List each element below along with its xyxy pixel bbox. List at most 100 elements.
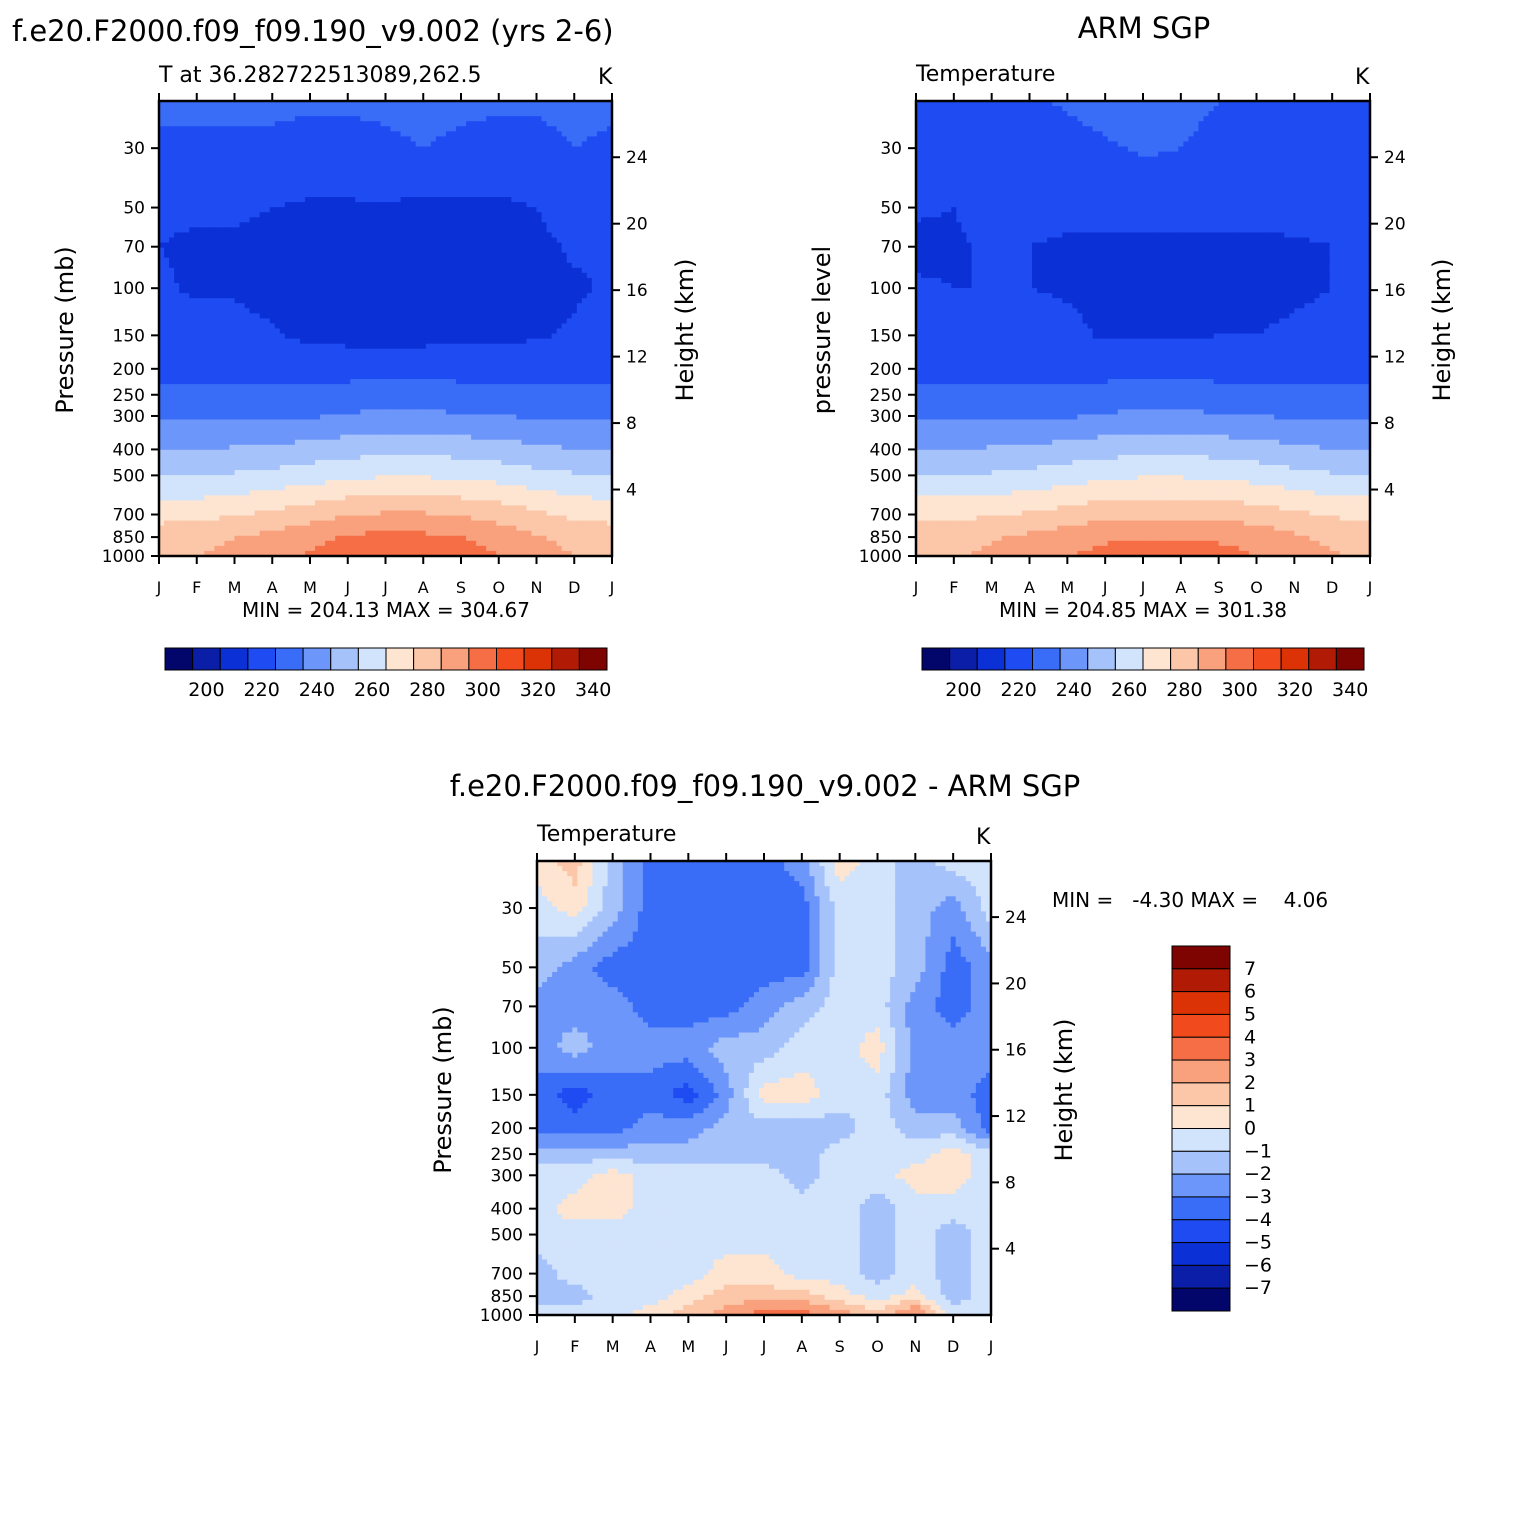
contour-cell [219,288,226,294]
contour-cell [269,293,276,299]
contour-cell [299,156,306,163]
contour-cell [365,288,371,294]
contour-cell [194,116,200,122]
contour-cell [259,136,266,143]
contour-cell [249,353,256,360]
contour-cell [506,151,512,158]
contour-cell [450,217,457,223]
contour-cell [310,252,316,259]
contour-cell [501,283,507,289]
contour-cell [259,207,266,213]
contour-cell [279,363,286,370]
contour-cell [320,242,326,249]
contour-cell [420,252,427,259]
contour-cell [179,379,185,385]
contour-cell [214,237,220,244]
contour-cell [435,181,442,188]
contour-cell [410,267,417,274]
contour-cell [531,121,538,127]
contour-cell [269,338,276,345]
contour-cell [184,303,190,309]
contour-cell [315,313,321,319]
contour-cell [591,217,598,223]
contour-cell [546,358,553,365]
contour-cell [304,343,311,350]
contour-cell [294,232,301,239]
contour-cell [390,242,397,249]
contour-cell [380,207,387,213]
contour-cell [511,126,517,132]
contour-cell [380,227,387,234]
contour-cell [274,283,281,289]
contour-cell [299,186,306,193]
contour-cell [315,363,321,370]
contour-cell [380,358,387,365]
contour-cell [365,116,371,122]
contour-cell [159,121,165,127]
contour-cell [601,318,608,325]
contour-cell [576,227,583,234]
contour-cell [395,358,402,365]
contour-cell [405,374,412,380]
contour-cell [264,146,271,153]
contour-cell [450,146,457,153]
contour-cell [445,141,452,148]
contour-cell [284,272,291,279]
contour-cell [274,262,281,269]
contour-cell [501,136,507,143]
contour-cell [596,277,603,284]
contour-cell [481,126,487,132]
contour-cell [566,353,573,360]
contour-cell [445,353,452,360]
contour-cell [481,374,487,380]
contour-cell [279,106,286,112]
contour-cell [194,368,200,375]
contour-cell [254,358,261,365]
contour-cell [486,343,492,350]
contour-cell [159,146,165,153]
contour-cell [576,252,583,259]
contour-cell [310,146,316,153]
contour-cell [450,192,457,198]
contour-cell [561,358,568,365]
contour-cell [561,156,568,163]
contour-cell [425,111,432,117]
contour-cell [179,212,185,218]
contour-cell [219,176,226,183]
contour-cell [174,116,180,122]
contour-cell [259,348,266,355]
contour-cell [390,298,397,304]
contour-cell [556,227,563,234]
contour-cell [395,262,402,269]
contour-cell [526,348,533,355]
contour-cell [501,343,507,350]
contour-cell [536,101,543,107]
contour-cell [561,374,568,380]
contour-cell [299,111,306,117]
contour-cell [209,151,215,158]
contour-cell [425,227,432,234]
contour-cell [496,353,502,360]
contour-cell [304,146,311,153]
contour-cell [601,313,608,319]
contour-cell [521,303,528,309]
contour-cell [239,126,246,132]
contour-cell [335,176,341,183]
contour-cell [174,262,180,269]
contour-cell [591,192,598,198]
contour-cell [204,343,210,350]
contour-cell [601,116,608,122]
contour-cell [415,212,422,218]
contour-cell [184,328,190,335]
contour-cell [395,116,402,122]
contour-cell [521,156,528,163]
contour-cell [169,161,175,168]
contour-cell [586,176,593,183]
contour-cell [571,222,578,228]
contour-cell [249,222,256,228]
contour-cell [476,106,482,112]
contour-cell [234,161,241,168]
contour-cell [471,202,477,208]
contour-cell [159,348,165,355]
contour-cell [566,343,573,350]
